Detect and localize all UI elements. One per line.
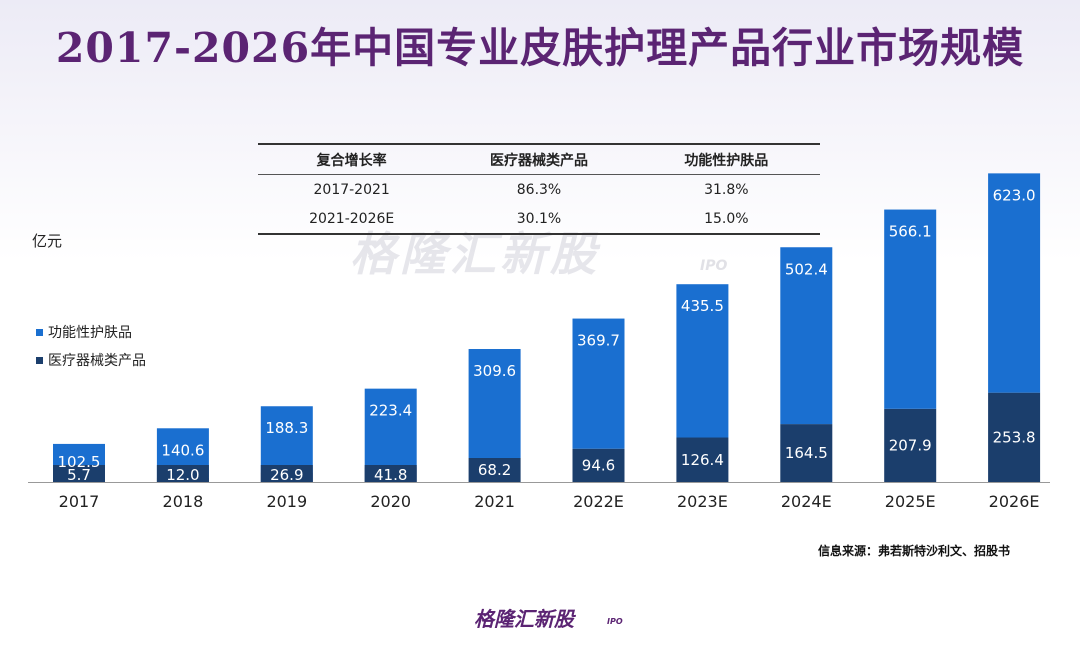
bar-value-label-medical: 94.6 (582, 456, 615, 474)
footer-logo: 格隆汇新股 (474, 607, 574, 631)
bar-functional-skincare (572, 318, 625, 449)
bar-medical-device (884, 408, 937, 482)
bar-medical-device (988, 392, 1041, 482)
legend-swatch (36, 328, 43, 336)
bar-value-label-medical: 253.8 (993, 428, 1036, 446)
bar-medical-device (468, 457, 521, 482)
cagr-table: 复合增长率 医疗器械类产品 功能性护肤品 2017-2021 86.3% 31.… (258, 143, 820, 235)
bar-value-label-functional: 309.6 (473, 362, 516, 380)
x-tick-label: 2022E (573, 492, 624, 511)
x-tick-label: 2017 (59, 492, 100, 511)
cagr-table-row: 2021-2026E 30.1% 15.0% (258, 204, 820, 233)
legend-item: 功能性护肤品 (36, 318, 146, 346)
bar-value-label-functional: 102.5 (58, 453, 101, 471)
bar-medical-device-label-bg (156, 465, 209, 482)
cagr-header-cell: 医疗器械类产品 (489, 152, 588, 169)
bar-value-label-functional: 223.4 (369, 402, 412, 420)
bar-functional-skincare (364, 388, 417, 468)
cagr-cell: 2021-2026E (309, 210, 395, 227)
legend-label: 功能性护肤品 (48, 325, 132, 341)
x-tick-label: 2019 (266, 492, 307, 511)
bar-value-label-medical: 207.9 (889, 436, 932, 454)
bar-functional-skincare (988, 173, 1041, 393)
bar-value-label-functional: 502.4 (785, 260, 828, 278)
x-tick-label: 2025E (885, 492, 936, 511)
bar-value-label-medical: 5.7 (67, 466, 91, 484)
footer-logo-sub: IPO (607, 617, 623, 626)
x-tick-label: 2026E (989, 492, 1040, 511)
bar-functional-skincare (780, 247, 833, 425)
legend-item: 医疗器械类产品 (36, 346, 146, 374)
legend-swatch (36, 356, 43, 364)
bar-functional-skincare (260, 406, 313, 473)
cagr-cell: 15.0% (704, 210, 749, 227)
bar-functional-skincare (884, 209, 937, 409)
cagr-cell: 31.8% (704, 181, 749, 198)
cagr-cell: 86.3% (516, 181, 562, 198)
bar-value-label-medical: 12.0 (166, 466, 199, 484)
source-note: 信息来源：弗若斯特沙利文、招股书 (818, 544, 1011, 558)
unit-label: 亿元 (32, 232, 63, 250)
legend: 功能性护肤品 医疗器械类产品 (36, 318, 146, 374)
cagr-table-header: 复合增长率 医疗器械类产品 功能性护肤品 (258, 145, 820, 175)
cagr-table-row: 2017-2021 86.3% 31.8% (258, 175, 820, 204)
bar-value-label-functional: 369.7 (577, 332, 620, 350)
bar-medical-device-label-bg (260, 465, 313, 482)
bar-functional-skincare (676, 284, 729, 438)
bar-value-label-medical: 164.5 (785, 444, 828, 462)
legend-label: 医疗器械类产品 (48, 353, 146, 369)
x-tick-label: 2021 (474, 492, 515, 511)
x-tick-label: 2020 (370, 492, 411, 511)
x-tick-label: 2024E (781, 492, 832, 511)
bar-value-label-medical: 26.9 (270, 466, 303, 484)
cagr-cell: 30.1% (516, 210, 562, 227)
bar-functional-skincare (468, 349, 521, 458)
watermark: 格隆汇新股 (350, 227, 600, 281)
bar-medical-device (572, 448, 625, 482)
bar-medical-device-label-bg (53, 465, 105, 482)
cagr-header-cell: 复合增长率 (316, 152, 387, 169)
watermark-sub: IPO (700, 258, 728, 274)
bar-value-label-functional: 566.1 (889, 223, 932, 241)
bar-value-label-medical: 126.4 (681, 451, 724, 469)
bar-value-label-functional: 623.0 (993, 186, 1036, 204)
cagr-header-cell: 功能性护肤品 (684, 152, 769, 169)
x-tick-label: 2023E (677, 492, 728, 511)
bar-value-label-functional: 435.5 (681, 297, 724, 315)
bar-value-label-medical: 68.2 (478, 461, 511, 479)
bar-value-label-functional: 140.6 (161, 441, 204, 459)
bar-value-label-functional: 188.3 (265, 419, 308, 437)
bar-value-label-medical: 41.8 (374, 466, 407, 484)
x-tick-label: 2018 (163, 492, 204, 511)
chart-title: 2017-2026年中国专业皮肤护理产品行业市场规模 (55, 24, 1025, 72)
bar-medical-device (780, 424, 833, 482)
bar-medical-device (676, 437, 729, 482)
bar-medical-device-label-bg (364, 465, 417, 482)
cagr-cell: 2017-2021 (313, 181, 390, 198)
